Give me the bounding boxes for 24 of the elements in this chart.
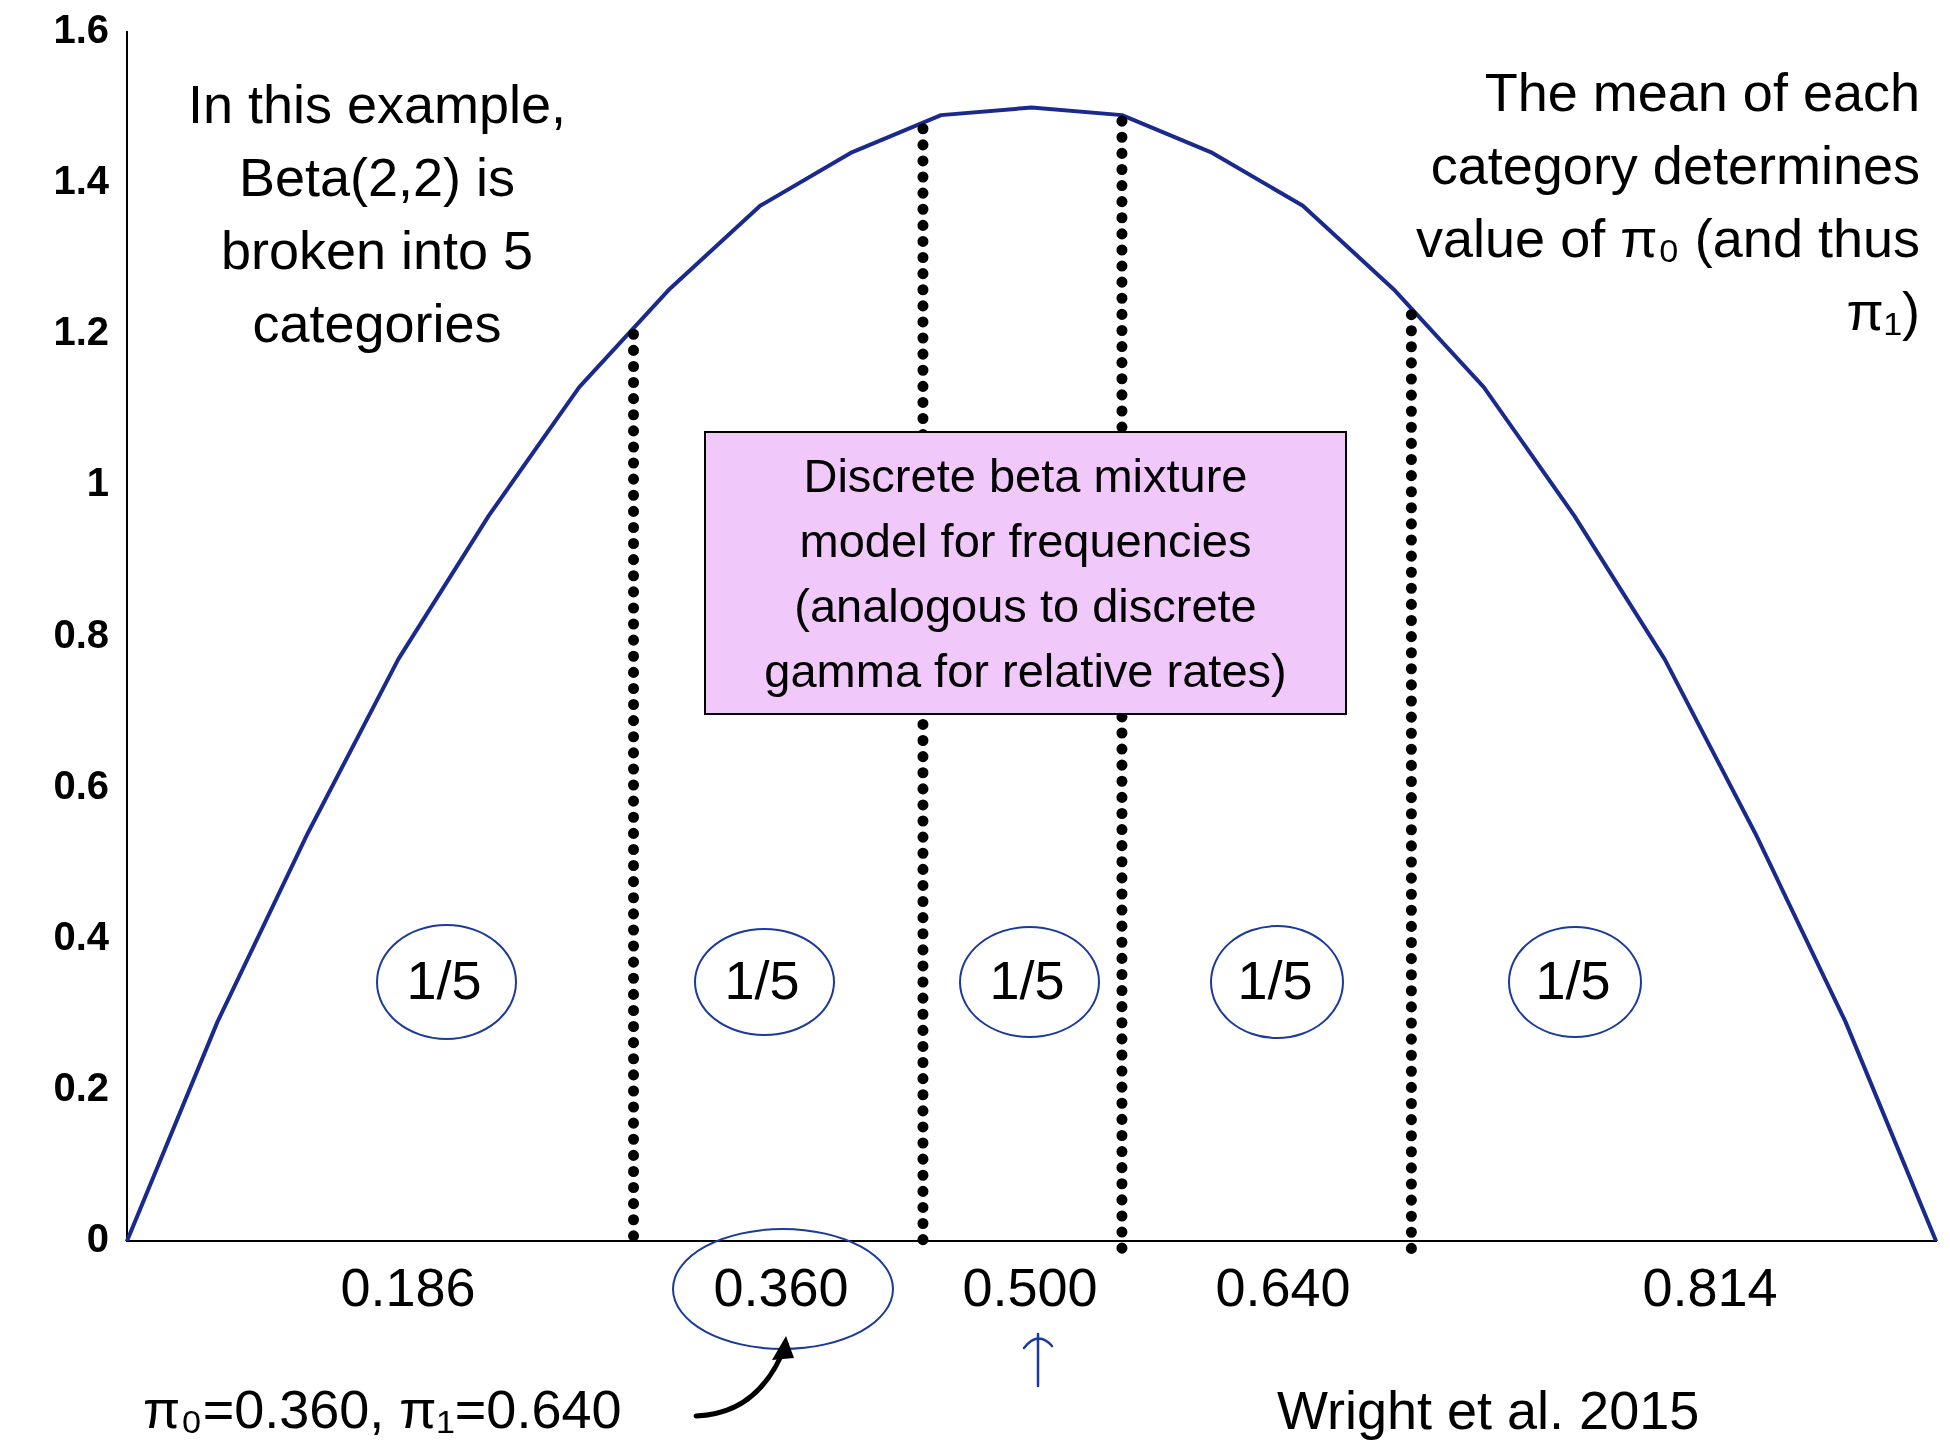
annotation: In this example, Beta(2,2) is broken into 5 categories — [186, 73, 568, 355]
annotation: Discrete beta mixture model for frequencies (analogous to discrete gamma for relative rates) — [704, 431, 1347, 715]
text: 0.640 — [1215, 1255, 1351, 1319]
y-tick-label: 0 — [86, 1216, 109, 1261]
annotation: 1/5 — [1535, 948, 1611, 1012]
y-tick-label: 0.4 — [53, 913, 110, 958]
y-tick-label: 1.6 — [53, 7, 109, 52]
y-tick-label: 0.2 — [53, 1064, 109, 1109]
text: 0.814 — [1642, 1255, 1778, 1319]
annotation: 1/5 — [1237, 948, 1313, 1012]
text: 0.360 — [713, 1255, 849, 1319]
annotation: 1/5 — [406, 948, 482, 1012]
annotation: 1/5 — [724, 948, 800, 1012]
text: 0.500 — [962, 1255, 1098, 1319]
y-tick-label: 1 — [86, 460, 109, 505]
annotation: 1/5 — [989, 948, 1065, 1012]
text: π₀=0.360, π₁=0.640 — [143, 1377, 622, 1441]
text: Wright et al. 2015 — [1277, 1378, 1700, 1442]
y-tick-label: 0.6 — [53, 762, 109, 807]
annotation: The mean of each category determines value of π₀ (and thus π₁) — [1415, 61, 1920, 343]
y-tick-label: 1.4 — [53, 158, 110, 203]
text: 0.186 — [340, 1255, 476, 1319]
y-tick-label: 0.8 — [53, 611, 109, 656]
y-tick-label: 1.2 — [53, 309, 109, 354]
